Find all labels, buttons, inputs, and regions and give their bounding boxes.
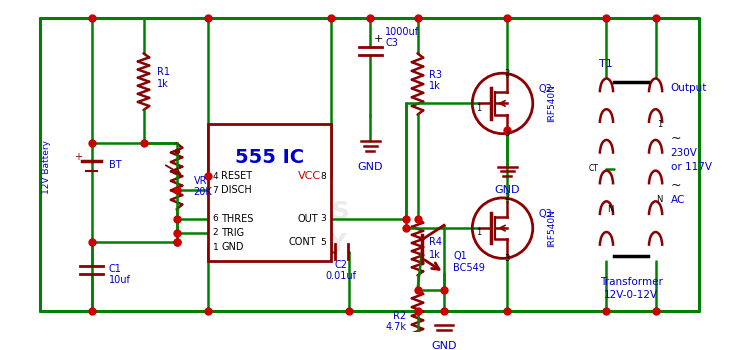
Text: C1: C1 bbox=[109, 264, 122, 274]
Text: TRIG: TRIG bbox=[221, 228, 245, 238]
Text: R1: R1 bbox=[157, 67, 170, 77]
Text: 1k: 1k bbox=[157, 79, 169, 89]
Text: 2: 2 bbox=[212, 228, 218, 237]
Text: Q1: Q1 bbox=[454, 252, 467, 261]
Text: 2: 2 bbox=[505, 69, 510, 78]
Text: 12V-0-12V: 12V-0-12V bbox=[604, 290, 658, 300]
Text: Q2: Q2 bbox=[538, 84, 552, 94]
Text: 3: 3 bbox=[505, 129, 510, 138]
Bar bbox=[208, 124, 331, 261]
Text: Transformer: Transformer bbox=[599, 277, 662, 287]
Text: 4: 4 bbox=[212, 172, 218, 181]
Text: IRF540N: IRF540N bbox=[548, 84, 556, 122]
Text: BT: BT bbox=[109, 160, 122, 170]
Text: 10uf: 10uf bbox=[109, 275, 130, 285]
Text: T1: T1 bbox=[599, 59, 613, 69]
Text: 1: 1 bbox=[476, 104, 482, 113]
Text: 12V Battery: 12V Battery bbox=[42, 140, 51, 194]
Text: 555 IC: 555 IC bbox=[235, 148, 304, 167]
Text: 0.01uf: 0.01uf bbox=[326, 271, 356, 281]
Text: CIRCUITS
GALLERY: CIRCUITS GALLERY bbox=[220, 200, 350, 256]
Text: 3: 3 bbox=[320, 214, 326, 223]
Text: Output: Output bbox=[670, 83, 707, 93]
Text: CONT: CONT bbox=[288, 237, 316, 247]
Text: 7: 7 bbox=[212, 186, 218, 195]
Text: IRF540N: IRF540N bbox=[548, 209, 556, 247]
Text: AC: AC bbox=[670, 195, 685, 205]
Text: 230V: 230V bbox=[670, 148, 698, 158]
Text: or 117V: or 117V bbox=[670, 162, 712, 172]
Text: 1: 1 bbox=[657, 120, 662, 129]
Text: VCC: VCC bbox=[298, 171, 321, 181]
Text: R3: R3 bbox=[429, 70, 442, 80]
Text: 6: 6 bbox=[212, 214, 218, 223]
Text: 20K: 20K bbox=[194, 187, 212, 197]
Text: ~: ~ bbox=[670, 132, 681, 145]
Text: GND: GND bbox=[221, 242, 244, 252]
Text: 5: 5 bbox=[320, 238, 326, 247]
Text: GND: GND bbox=[431, 341, 457, 350]
Text: 1: 1 bbox=[212, 243, 218, 252]
Text: THRES: THRES bbox=[221, 214, 254, 224]
Text: GND: GND bbox=[494, 186, 520, 195]
Text: GND: GND bbox=[358, 162, 383, 172]
Text: N: N bbox=[656, 195, 662, 204]
Text: BC549: BC549 bbox=[454, 263, 485, 273]
Text: R4: R4 bbox=[429, 237, 442, 247]
Text: OUT: OUT bbox=[298, 214, 318, 224]
Text: 1k: 1k bbox=[429, 250, 440, 260]
Text: R2: R2 bbox=[393, 311, 406, 321]
Text: CT: CT bbox=[589, 164, 599, 173]
Text: VR: VR bbox=[194, 176, 207, 186]
Text: +: + bbox=[74, 152, 82, 162]
Text: 8: 8 bbox=[320, 172, 326, 181]
Text: C3: C3 bbox=[386, 38, 398, 48]
Text: 1: 1 bbox=[476, 228, 482, 237]
Text: RESET: RESET bbox=[221, 171, 252, 181]
Text: Q3: Q3 bbox=[538, 209, 552, 219]
Text: ~: ~ bbox=[670, 179, 681, 192]
Text: 1k: 1k bbox=[429, 82, 440, 91]
Text: 2: 2 bbox=[505, 194, 510, 202]
Text: N: N bbox=[607, 205, 613, 214]
Text: DISCH: DISCH bbox=[221, 186, 252, 195]
Text: 3: 3 bbox=[505, 254, 510, 263]
Text: +: + bbox=[374, 34, 383, 44]
Text: 4.7k: 4.7k bbox=[386, 322, 406, 332]
Text: 1000uf: 1000uf bbox=[386, 27, 419, 37]
Text: C2: C2 bbox=[334, 260, 347, 270]
